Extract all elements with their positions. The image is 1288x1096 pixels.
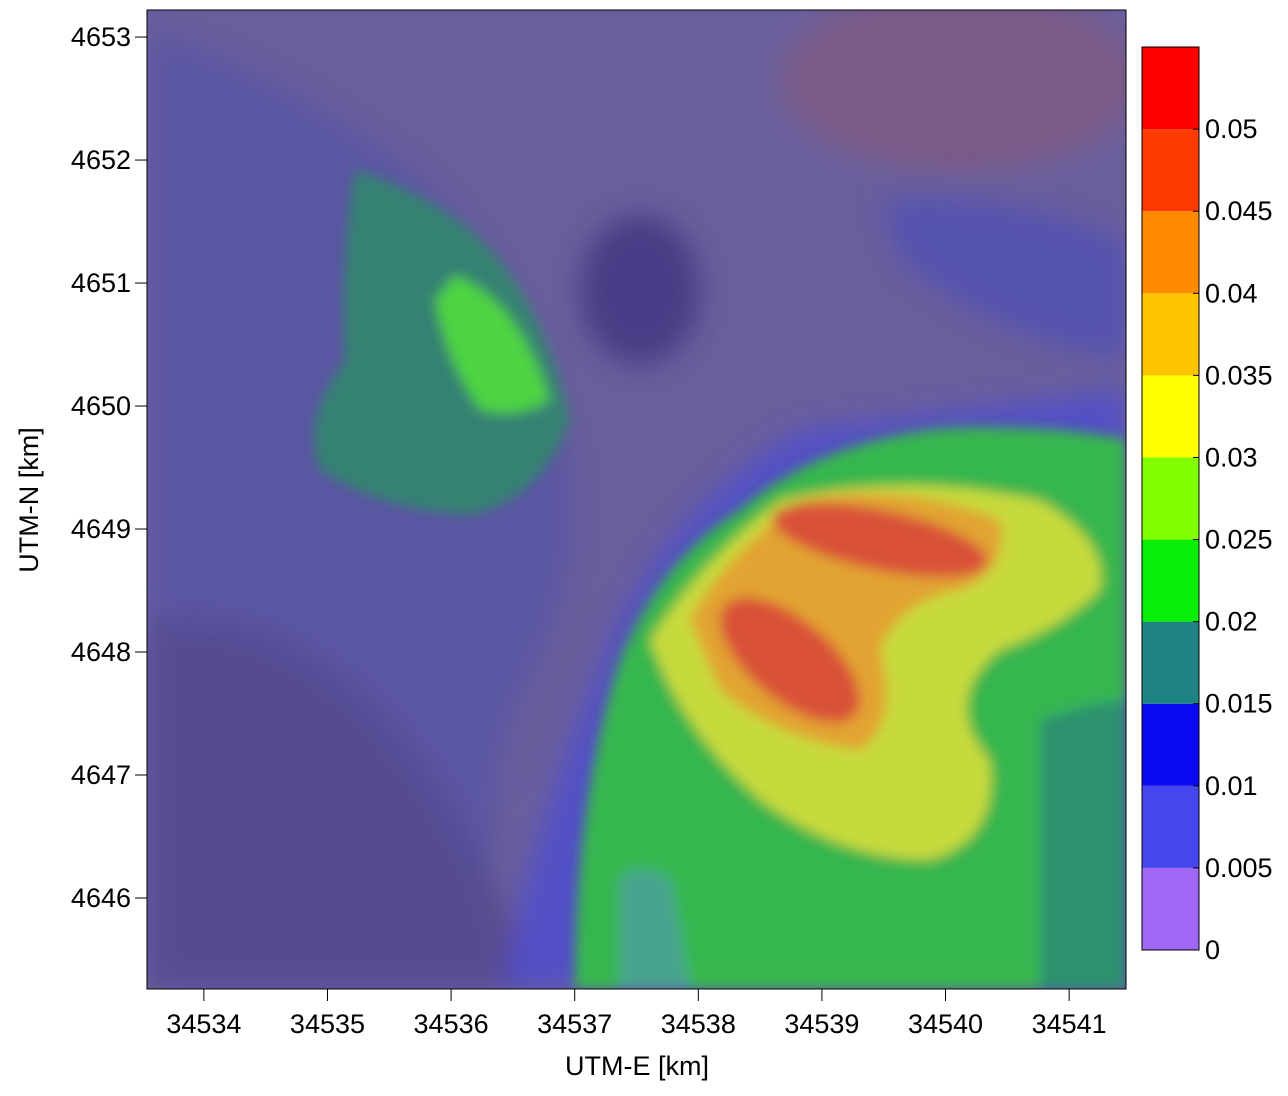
y-tick-label: 4647 [71, 760, 131, 790]
x-tick-label: 34539 [784, 1009, 859, 1039]
colorbar-band [1142, 293, 1199, 375]
x-axis-label: UTM-E [km] [565, 1051, 709, 1081]
colorbar-band [1142, 129, 1199, 211]
colorbar-band [1142, 457, 1199, 539]
map-image [147, 0, 1140, 989]
x-tick-label: 34540 [908, 1009, 983, 1039]
colorbar-band [1142, 47, 1199, 129]
colorbar-tick-label: 0.04 [1205, 278, 1258, 308]
colorbar-band [1142, 704, 1199, 786]
colorbar-band [1142, 786, 1199, 868]
colorbar-tick-label: 0.005 [1205, 853, 1273, 883]
x-tick-label: 34537 [537, 1009, 612, 1039]
colorbar-band [1142, 868, 1199, 950]
y-tick-label: 4651 [71, 268, 131, 298]
colorbar-tick-label: 0.03 [1205, 442, 1258, 472]
colorbar-tick-label: 0.02 [1205, 607, 1258, 637]
chart: UTM-E [km] UTM-N [km] 34534 34535 34536 345… [0, 0, 1288, 1091]
colorbar-tick-label: 0.025 [1205, 525, 1273, 555]
colorbar-band [1142, 540, 1199, 622]
y-axis-label: UTM-N [km] [14, 427, 44, 572]
y-tick-label: 4652 [71, 145, 131, 175]
x-tick-label: 34534 [166, 1009, 241, 1039]
colorbar-band [1142, 622, 1199, 704]
x-tick-label: 34535 [290, 1009, 365, 1039]
colorbar-tick-label: 0.015 [1205, 689, 1273, 719]
colorbar-band [1142, 211, 1199, 293]
colorbar-tick-label: 0 [1205, 935, 1220, 965]
colorbar-tick-label: 0.01 [1205, 771, 1258, 801]
y-tick-label: 4646 [71, 883, 131, 913]
colorbar-band [1142, 375, 1199, 457]
x-tick-label: 34538 [661, 1009, 736, 1039]
colorbar-tick-label: 0.045 [1205, 196, 1273, 226]
colorbar-tick-label: 0.035 [1205, 360, 1273, 390]
y-tick-label: 4650 [71, 391, 131, 421]
x-tick-label: 34541 [1032, 1009, 1107, 1039]
y-tick-label: 4653 [71, 22, 131, 52]
x-tick-label: 34536 [414, 1009, 489, 1039]
y-tick-label: 4648 [71, 637, 131, 667]
y-tick-label: 4649 [71, 514, 131, 544]
colorbar-tick-label: 0.05 [1205, 114, 1258, 144]
